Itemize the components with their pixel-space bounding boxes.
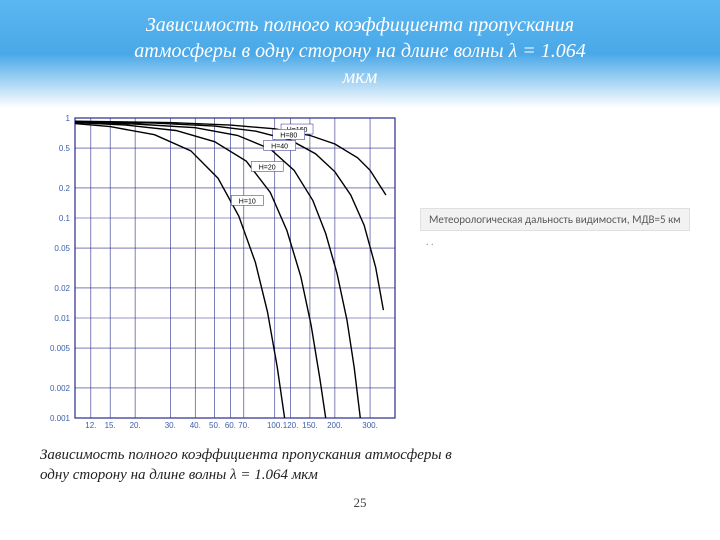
svg-text:20.: 20. (130, 421, 141, 430)
svg-text:H=20: H=20 (259, 164, 276, 171)
svg-text:H=40: H=40 (271, 143, 288, 150)
svg-text:300.: 300. (362, 421, 378, 430)
svg-text:150.: 150. (302, 421, 318, 430)
svg-text:0.05: 0.05 (54, 244, 70, 253)
svg-text:H=80: H=80 (280, 132, 297, 139)
chart-svg: 12. 15. 20. 30. 40. 50. 60.70. 100.120.150. 200.… (20, 108, 410, 438)
title-line2: атмосферы в одну сторону на длине волны … (20, 38, 700, 64)
svg-text:0.001: 0.001 (50, 414, 71, 423)
caption-line1: Зависимость полного коэффициента пропуск… (40, 446, 680, 466)
svg-text:70.: 70. (238, 421, 249, 430)
svg-text:50.: 50. (209, 421, 220, 430)
side-panel: Метеорологическая дальность видимости, М… (420, 108, 690, 438)
svg-text:200.: 200. (327, 421, 343, 430)
title-line3: мкм (20, 64, 700, 90)
svg-text:0.01: 0.01 (54, 314, 70, 323)
svg-text:0.02: 0.02 (54, 284, 70, 293)
svg-text:H=10: H=10 (239, 198, 256, 205)
svg-text:0.5: 0.5 (59, 144, 71, 153)
svg-text:60.: 60. (225, 421, 236, 430)
legend-box: Метеорологическая дальность видимости, М… (420, 208, 690, 231)
svg-text:15.: 15. (105, 421, 116, 430)
caption: Зависимость полного коэффициента пропуск… (0, 438, 720, 485)
content-row: 12. 15. 20. 30. 40. 50. 60.70. 100.120.150. 200.… (0, 108, 720, 438)
title-banner: Зависимость полного коэффициента пропуск… (0, 0, 720, 108)
caption-line2: одну сторону на длине волны λ = 1.064 мк… (40, 466, 680, 486)
svg-text:40.: 40. (190, 421, 201, 430)
chart-container: 12. 15. 20. 30. 40. 50. 60.70. 100.120.150. 200.… (20, 108, 410, 438)
svg-text:0.005: 0.005 (50, 344, 71, 353)
svg-text:100.: 100. (267, 421, 283, 430)
svg-text:0.2: 0.2 (59, 184, 71, 193)
page-number: 25 (0, 495, 720, 511)
svg-text:120.: 120. (283, 421, 299, 430)
svg-text:1: 1 (66, 114, 71, 123)
svg-text:0.1: 0.1 (59, 214, 71, 223)
legend-subnote: . . (426, 237, 690, 248)
svg-text:0.002: 0.002 (50, 384, 71, 393)
svg-text:12.: 12. (85, 421, 96, 430)
title-line1: Зависимость полного коэффициента пропуск… (20, 12, 700, 38)
svg-text:30.: 30. (165, 421, 176, 430)
